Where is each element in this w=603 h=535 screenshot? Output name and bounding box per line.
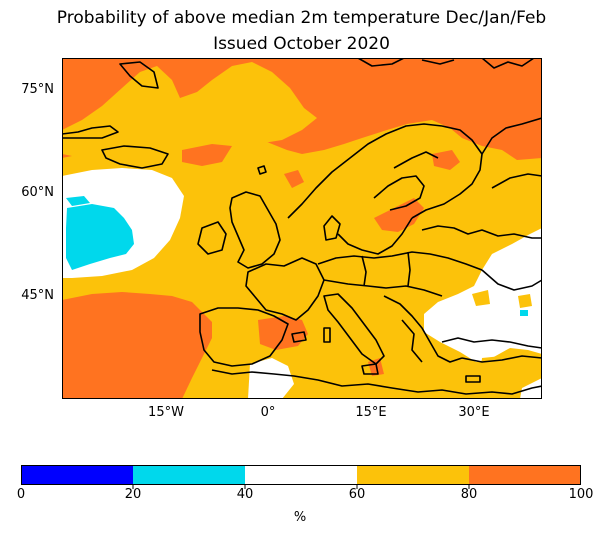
orange-southwest-region — [62, 292, 212, 399]
white-africa-patch — [248, 358, 294, 399]
colorbar-tick-marks — [132, 485, 470, 489]
colorbar-tick-40: 40 — [236, 487, 254, 502]
probability-map — [62, 58, 542, 399]
colorbar-tick-80: 80 — [460, 487, 478, 502]
lon-label-30e: 30°E — [458, 405, 490, 420]
lon-label-15w: 15°W — [148, 405, 184, 420]
lon-label-0: 0° — [260, 405, 276, 420]
lon-label-15e: 15°E — [355, 405, 387, 420]
colorbar-bin-0-20 — [21, 465, 133, 485]
orange-finland-patch — [432, 150, 460, 170]
cyan-east-speck — [520, 310, 528, 316]
colorbar-unit-label: % — [293, 510, 307, 525]
lat-label-45n: 45°N — [21, 288, 54, 303]
orange-patch-atlantic — [182, 144, 232, 166]
map-subtitle: Issued October 2020 — [213, 34, 390, 54]
lat-label-60n: 60°N — [21, 185, 54, 200]
colorbar-tick-20: 20 — [124, 487, 142, 502]
colorbar-bin-60-80 — [357, 465, 469, 485]
cyan-west-region — [66, 204, 134, 270]
yellow-east-spot-1 — [432, 282, 456, 300]
map-frame — [62, 58, 542, 399]
colorbar-tick-0: 0 — [16, 487, 26, 502]
colorbar-bin-80-100 — [469, 465, 581, 485]
orange-mid-patch — [284, 170, 304, 188]
colorbar-tick-100: 100 — [568, 487, 594, 502]
yellow-east-spot-2 — [472, 290, 490, 306]
coastlines — [62, 58, 542, 395]
colorbar — [21, 465, 581, 489]
cyan-small-patch — [66, 196, 90, 206]
yellow-north-atlantic — [62, 62, 317, 160]
colorbar-bin-20-40 — [133, 465, 245, 485]
lat-label-75n: 75°N — [21, 82, 54, 97]
orange-scandinavia-patch — [374, 198, 424, 232]
map-title: Probability of above median 2m temperatu… — [56, 8, 547, 28]
yellow-east-spot-3 — [518, 294, 532, 308]
colorbar-bin-40-60 — [245, 465, 357, 485]
colorbar-frame — [21, 465, 581, 485]
colorbar-tick-60: 60 — [348, 487, 366, 502]
yellow-east-spot-4 — [480, 354, 534, 388]
